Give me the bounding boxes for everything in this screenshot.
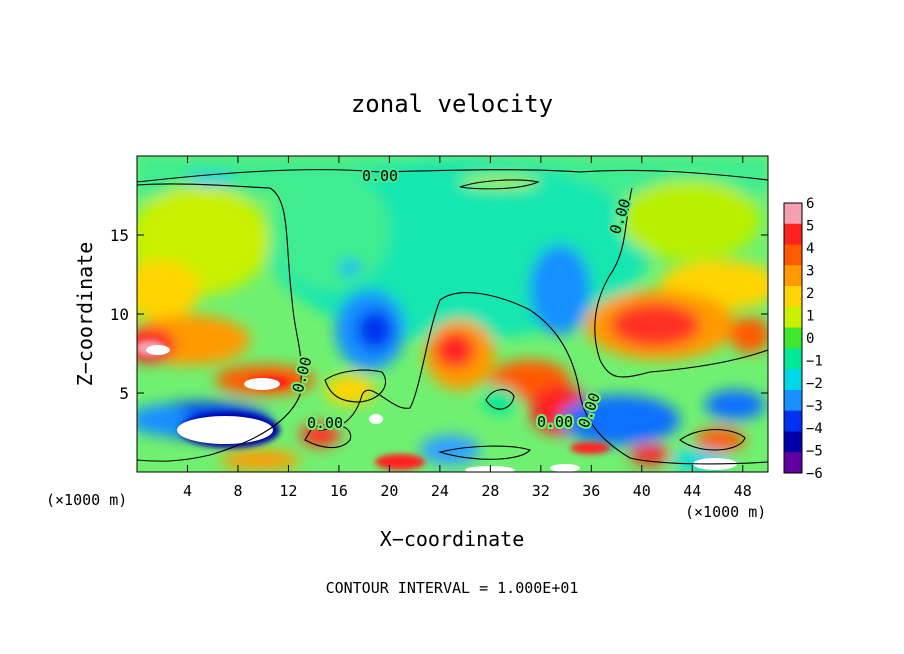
x-tick-label: 4 xyxy=(183,482,192,500)
colorbar-tick-label: 6 xyxy=(806,196,814,212)
colorbar-tick-label: 2 xyxy=(806,286,814,302)
contour-lines xyxy=(137,169,768,465)
contour-label: 0.00 xyxy=(537,413,573,431)
colorbar-swatch xyxy=(784,369,802,391)
x-tick-label: 12 xyxy=(279,482,297,500)
x-tick-label: 36 xyxy=(582,482,600,500)
colorbar-swatch xyxy=(784,410,802,432)
colorbar-swatch xyxy=(784,348,802,370)
colorbar-tick-label: 5 xyxy=(806,219,814,235)
x-tick-label: 8 xyxy=(233,482,242,500)
x-tick-label: 48 xyxy=(734,482,752,500)
colorbar-swatch xyxy=(784,389,802,412)
colorbar-tick-label: 4 xyxy=(806,241,814,257)
colorbar-tick-label: −5 xyxy=(806,444,823,460)
x-tick-label: 44 xyxy=(683,482,701,500)
y-tick-label: 10 xyxy=(110,305,129,324)
colorbar-swatch xyxy=(784,286,802,308)
colorbar-tick-label: −4 xyxy=(806,421,823,437)
colorbar-tick-label: −3 xyxy=(806,399,823,415)
colorbar-swatch xyxy=(784,452,802,474)
x-tick-label: 40 xyxy=(633,482,651,500)
colorbar-tick-label: 1 xyxy=(806,309,814,325)
chart-title: zonal velocity xyxy=(351,90,553,118)
colorbar-tick-label: −1 xyxy=(806,354,823,370)
colorbar-swatch xyxy=(784,203,802,225)
contour-label: 0.00 xyxy=(307,414,343,432)
x-axis: 4 8 12 16 20 24 28 32 36 40 44 48 xyxy=(183,156,752,500)
x-unit-right: (×1000 m) xyxy=(685,503,766,521)
contour-label: 0.00 xyxy=(362,167,398,185)
x-tick-label: 32 xyxy=(532,482,550,500)
y-axis-label: Z−coordinate xyxy=(73,242,97,387)
x-tick-label: 16 xyxy=(330,482,348,500)
x-tick-label: 28 xyxy=(481,482,499,500)
y-tick-label: 15 xyxy=(110,226,129,245)
colorbar: 6 5 4 3 2 1 0 −1 −2 −3 −4 −5 −6 xyxy=(783,196,823,482)
colorbar-swatch xyxy=(784,223,802,246)
x-tick-label: 20 xyxy=(380,482,398,500)
colorbar-swatch xyxy=(784,244,802,266)
colorbar-swatch xyxy=(784,265,802,287)
heatmap-field xyxy=(137,156,768,472)
colorbar-tick-label: 3 xyxy=(806,264,814,280)
colorbar-tick-label: −2 xyxy=(806,376,823,392)
y-tick-label: 5 xyxy=(119,384,129,403)
colorbar-swatch xyxy=(784,431,802,453)
x-axis-label: X−coordinate xyxy=(380,527,525,551)
colorbar-frame xyxy=(783,202,803,474)
colorbar-swatch xyxy=(784,306,802,329)
colorbar-tick-label: −6 xyxy=(806,466,823,482)
y-axis: 5 10 15 xyxy=(110,226,768,403)
x-unit-left: (×1000 m) xyxy=(46,491,127,509)
colorbar-swatch xyxy=(784,327,802,349)
x-tick-label: 24 xyxy=(431,482,449,500)
contour-interval-footer: CONTOUR INTERVAL = 1.000E+01 xyxy=(326,579,579,597)
colorbar-tick-label: 0 xyxy=(806,331,814,347)
